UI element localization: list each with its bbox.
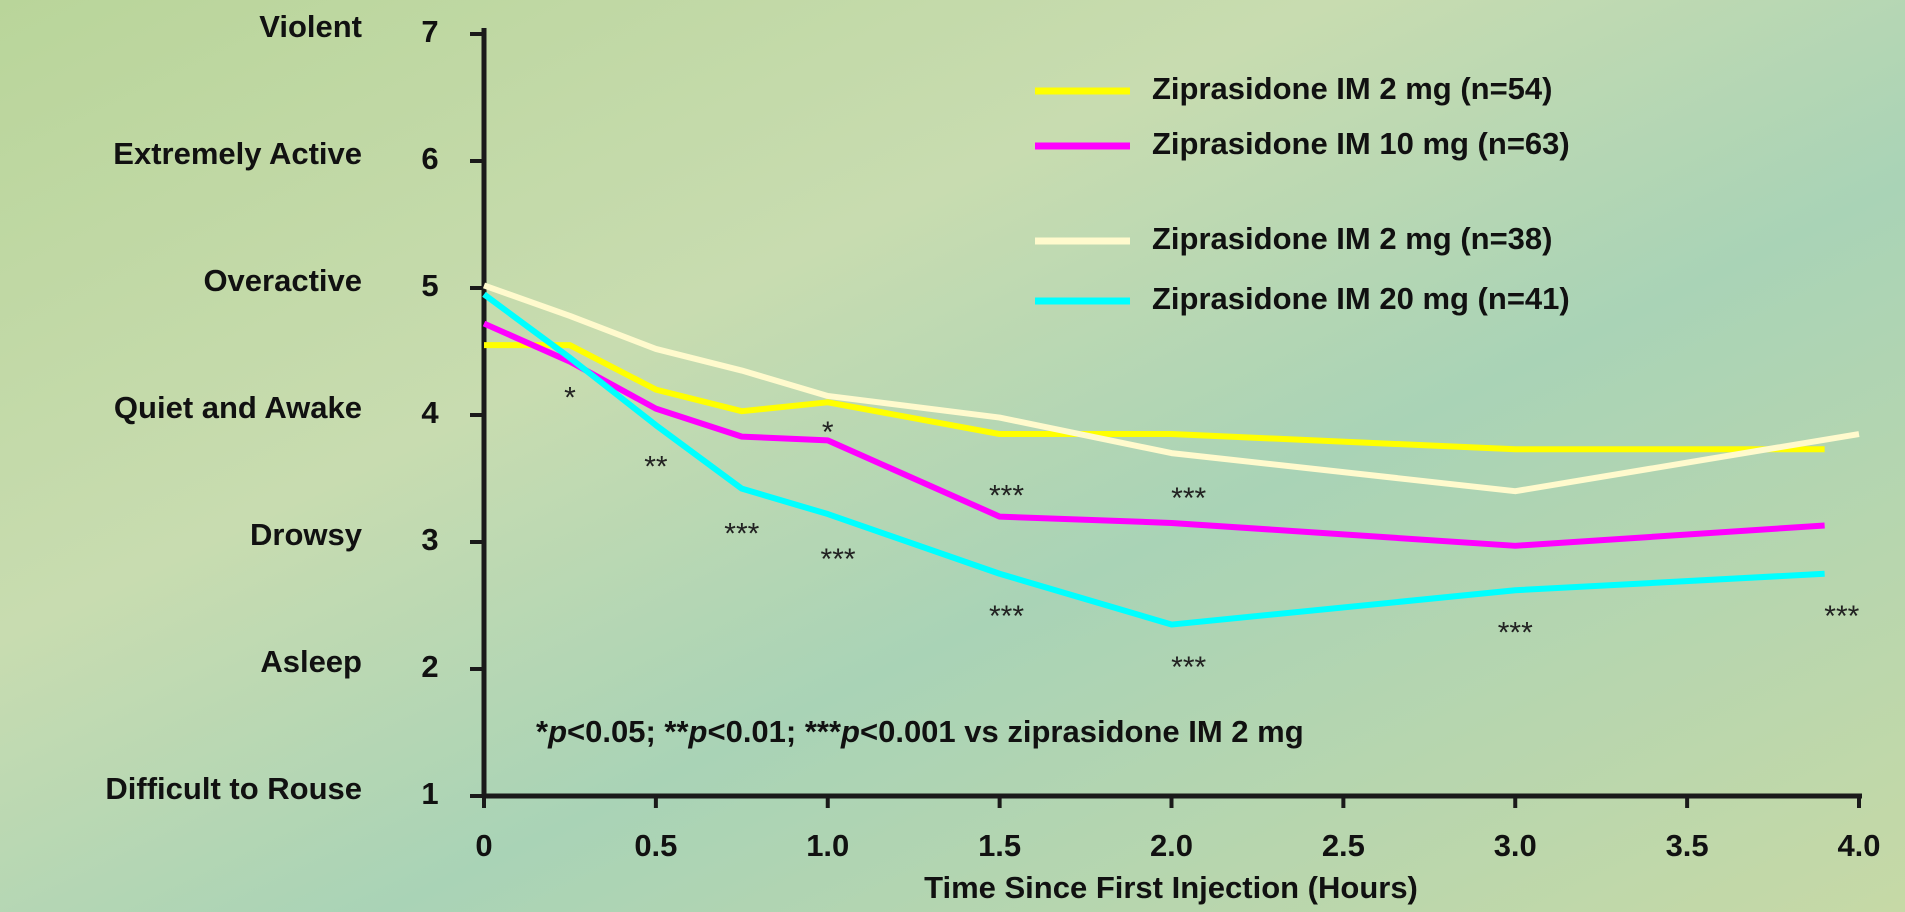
- footnote-part: <0.001 vs ziprasidone IM 2 mg: [860, 714, 1304, 749]
- y-tick-name: Overactive: [203, 263, 362, 298]
- legend-label: Ziprasidone IM 2 mg (n=54): [1152, 71, 1553, 106]
- x-tick-label: 3.0: [1494, 828, 1537, 863]
- legend-label: Ziprasidone IM 10 mg (n=63): [1152, 126, 1570, 161]
- y-tick-label: 7: [421, 14, 438, 49]
- series-line: [484, 342, 1825, 453]
- x-tick-label: 3.5: [1666, 828, 1709, 863]
- footnote-part: <0.05; **: [567, 714, 689, 749]
- y-tick-name: Asleep: [260, 644, 362, 679]
- y-tick-label: 4: [421, 395, 439, 430]
- y-tick-name: Difficult to Rouse: [105, 771, 362, 806]
- y-tick-label: 1: [421, 776, 438, 811]
- y-tick-label: 6: [421, 141, 438, 176]
- significance-marker: ***: [724, 518, 759, 551]
- significance-marker: *: [822, 416, 834, 449]
- x-tick-label: 2.0: [1150, 828, 1193, 863]
- x-tick-label: 1.0: [806, 828, 849, 863]
- y-tick-name: Violent: [259, 9, 362, 44]
- x-tick-label: 0.5: [634, 828, 677, 863]
- x-tick-label: 2.5: [1322, 828, 1365, 863]
- y-tick-name: Quiet and Awake: [114, 390, 362, 425]
- legend-label: Ziprasidone IM 20 mg (n=41): [1152, 281, 1570, 316]
- footnote-part: <0.01; ***: [707, 714, 842, 749]
- y-tick-name: Drowsy: [250, 517, 363, 552]
- significance-marker: ***: [989, 479, 1024, 512]
- footnote-part: *: [536, 714, 549, 749]
- footnote-part: p: [840, 714, 860, 749]
- significance-marker: ***: [1171, 651, 1206, 684]
- x-axis-label: Time Since First Injection (Hours): [924, 870, 1418, 905]
- significance-marker: ***: [989, 600, 1024, 633]
- significance-marker: ***: [1498, 617, 1533, 650]
- significance-marker: **: [644, 450, 668, 483]
- significance-marker: ***: [821, 543, 856, 576]
- legend-label: Ziprasidone IM 2 mg (n=38): [1152, 221, 1553, 256]
- significance-marker: ***: [1171, 482, 1206, 515]
- series-line: [482, 282, 1860, 495]
- y-tick-label: 2: [421, 649, 438, 684]
- footnote-part: p: [688, 714, 708, 749]
- x-tick-label: 0: [475, 828, 492, 863]
- y-tick-label: 5: [421, 268, 438, 303]
- y-tick-label: 3: [421, 522, 438, 557]
- significance-marker: ***: [1824, 600, 1859, 633]
- significance-marker: *: [564, 382, 576, 415]
- x-tick-label: 1.5: [978, 828, 1021, 863]
- footnote-part: p: [547, 714, 567, 749]
- x-tick-label: 4.0: [1837, 828, 1880, 863]
- footnote: *p<0.05; **p<0.01; ***p<0.001 vs ziprasi…: [536, 714, 1304, 749]
- y-tick-name: Extremely Active: [113, 136, 362, 171]
- series-line: [482, 291, 1825, 628]
